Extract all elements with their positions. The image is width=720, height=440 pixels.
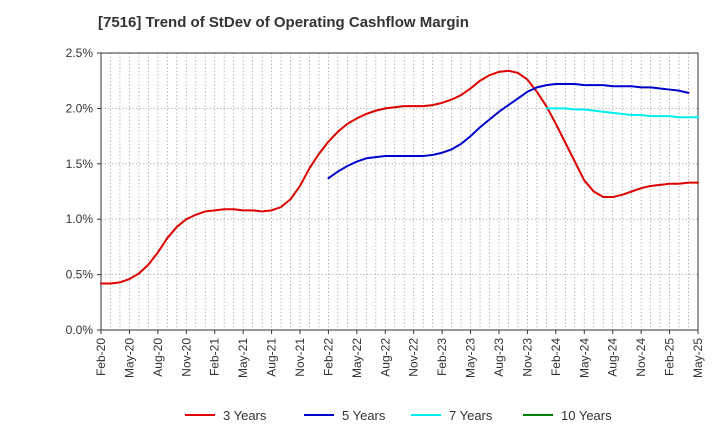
grid-layer [101, 53, 698, 330]
x-tick-label: Feb-22 [321, 338, 335, 376]
x-tick-label: Nov-22 [407, 338, 421, 377]
x-tick-label: Feb-21 [208, 338, 222, 376]
plot-frame [100, 52, 699, 331]
x-tick-label: Aug-22 [378, 338, 392, 377]
series-layer [100, 69, 699, 285]
series-line-3-years [100, 69, 699, 285]
x-tick-label: May-22 [350, 338, 364, 378]
x-tick-label: Feb-20 [94, 338, 108, 376]
axis-layer: 0.0% 0.5% 1.0% 1.5% 2.0% 2.5% Feb-20 May-20 Aug-… [66, 46, 705, 378]
y-tick-label: 2.5% [66, 46, 94, 60]
y-tick-label: 0.5% [66, 268, 94, 282]
legend-label-10-years: 10 Years [561, 408, 612, 423]
x-tick-label: Feb-25 [663, 338, 677, 376]
series-line-5-years [327, 83, 690, 180]
x-tick-label: May-23 [464, 338, 478, 378]
legend-label-3-years: 3 Years [223, 408, 267, 423]
legend-layer: 3 Years 5 Years 7 Years 10 Years [185, 408, 612, 423]
x-tick-label: May-24 [577, 338, 591, 378]
series-line-7-years [545, 107, 699, 119]
x-tick-label: Aug-23 [492, 338, 506, 377]
y-tick-label: 1.5% [66, 157, 94, 171]
x-tick-label: Nov-24 [634, 338, 648, 377]
x-tick-label: Aug-20 [151, 338, 165, 377]
x-tick-label: May-21 [236, 338, 250, 378]
chart-title: [7516] Trend of StDev of Operating Cashf… [98, 14, 469, 31]
x-tick-label: May-25 [691, 338, 705, 378]
y-tick-label: 2.0% [66, 101, 94, 115]
legend-label-7-years: 7 Years [449, 408, 493, 423]
y-tick-label: 1.0% [66, 212, 94, 226]
x-tick-label: Aug-24 [606, 338, 620, 377]
x-tick-label: Nov-20 [179, 338, 193, 377]
y-tick-label: 0.0% [66, 323, 94, 337]
x-tick-label: Nov-23 [520, 338, 534, 377]
x-tick-label: Nov-21 [293, 338, 307, 377]
x-tick-label: Aug-21 [265, 338, 279, 377]
x-tick-label: Feb-23 [435, 338, 449, 376]
x-tick-label: May-20 [122, 338, 136, 378]
legend-label-5-years: 5 Years [342, 408, 386, 423]
x-tick-label: Feb-24 [549, 338, 563, 376]
